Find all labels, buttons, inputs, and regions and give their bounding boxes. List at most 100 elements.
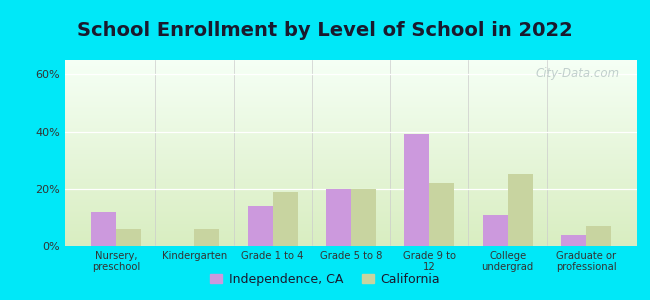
Bar <box>65 165 637 166</box>
Bar <box>65 170 637 171</box>
Bar <box>65 113 637 114</box>
Bar <box>65 83 637 84</box>
Bar <box>65 128 637 129</box>
Bar <box>65 112 637 113</box>
Bar <box>65 152 637 153</box>
Bar <box>65 245 637 246</box>
Bar <box>65 76 637 77</box>
Bar <box>65 200 637 201</box>
Bar <box>65 238 637 239</box>
Bar <box>404 134 429 246</box>
Bar <box>65 133 637 134</box>
Bar <box>65 85 637 86</box>
Bar <box>65 204 637 205</box>
Bar <box>65 78 637 79</box>
Bar <box>65 123 637 124</box>
Bar <box>65 169 637 170</box>
Bar <box>65 106 637 107</box>
Bar <box>65 197 637 198</box>
Bar <box>65 140 637 141</box>
Bar <box>65 215 637 216</box>
Bar <box>65 179 637 180</box>
Bar <box>65 164 637 165</box>
Bar <box>65 84 637 85</box>
Bar <box>65 189 637 190</box>
Bar <box>65 142 637 143</box>
Bar <box>65 87 637 88</box>
Bar <box>65 173 637 174</box>
Bar <box>65 144 637 145</box>
Text: City-Data.com: City-Data.com <box>536 68 620 80</box>
Bar <box>65 154 637 155</box>
Bar <box>65 101 637 102</box>
Bar <box>65 67 637 68</box>
Bar <box>65 137 637 138</box>
Bar <box>65 63 637 64</box>
Bar <box>65 115 637 116</box>
Bar <box>65 238 637 239</box>
Bar <box>65 80 637 81</box>
Bar <box>65 148 637 149</box>
Bar <box>65 224 637 225</box>
Bar <box>65 203 637 204</box>
Bar <box>65 159 637 160</box>
Bar <box>65 208 637 209</box>
Bar <box>65 77 637 78</box>
Bar <box>65 146 637 147</box>
Bar <box>65 62 637 63</box>
Bar <box>65 182 637 183</box>
Bar <box>65 151 637 152</box>
Bar <box>65 218 637 219</box>
Bar <box>65 64 637 66</box>
Legend: Independence, CA, California: Independence, CA, California <box>205 268 445 291</box>
Bar <box>65 92 637 94</box>
Bar <box>91 212 116 246</box>
Bar <box>65 127 637 128</box>
Bar <box>65 79 637 80</box>
Bar <box>65 230 637 231</box>
Bar <box>65 212 637 214</box>
Bar <box>65 167 637 168</box>
Bar <box>65 163 637 164</box>
Bar <box>65 69 637 70</box>
Bar <box>65 210 637 211</box>
Bar <box>65 185 637 187</box>
Bar <box>65 81 637 82</box>
Bar <box>351 189 376 246</box>
Bar <box>65 145 637 146</box>
Bar <box>65 226 637 227</box>
Text: School Enrollment by Level of School in 2022: School Enrollment by Level of School in … <box>77 21 573 40</box>
Bar <box>65 135 637 136</box>
Bar <box>65 125 637 126</box>
Bar <box>65 195 637 196</box>
Bar <box>65 157 637 158</box>
Bar <box>65 174 637 175</box>
Bar <box>65 109 637 110</box>
Bar <box>65 97 637 98</box>
Bar <box>65 228 637 229</box>
Bar <box>482 214 508 246</box>
Bar <box>65 166 637 167</box>
Bar <box>65 126 637 127</box>
Bar <box>65 156 637 157</box>
Bar <box>65 153 637 154</box>
Bar <box>65 214 637 215</box>
Bar <box>65 207 637 208</box>
Bar <box>65 206 637 207</box>
Bar <box>65 239 637 240</box>
Bar <box>586 226 611 246</box>
Bar <box>508 175 533 246</box>
Bar <box>65 124 637 125</box>
Bar <box>65 161 637 162</box>
Bar <box>65 155 637 156</box>
Bar <box>65 117 637 118</box>
Bar <box>248 206 273 246</box>
Bar <box>65 243 637 244</box>
Bar <box>65 120 637 122</box>
Bar <box>65 188 637 189</box>
Bar <box>65 222 637 223</box>
Bar <box>65 91 637 92</box>
Bar <box>65 202 637 203</box>
Bar <box>65 205 637 206</box>
Bar <box>65 130 637 131</box>
